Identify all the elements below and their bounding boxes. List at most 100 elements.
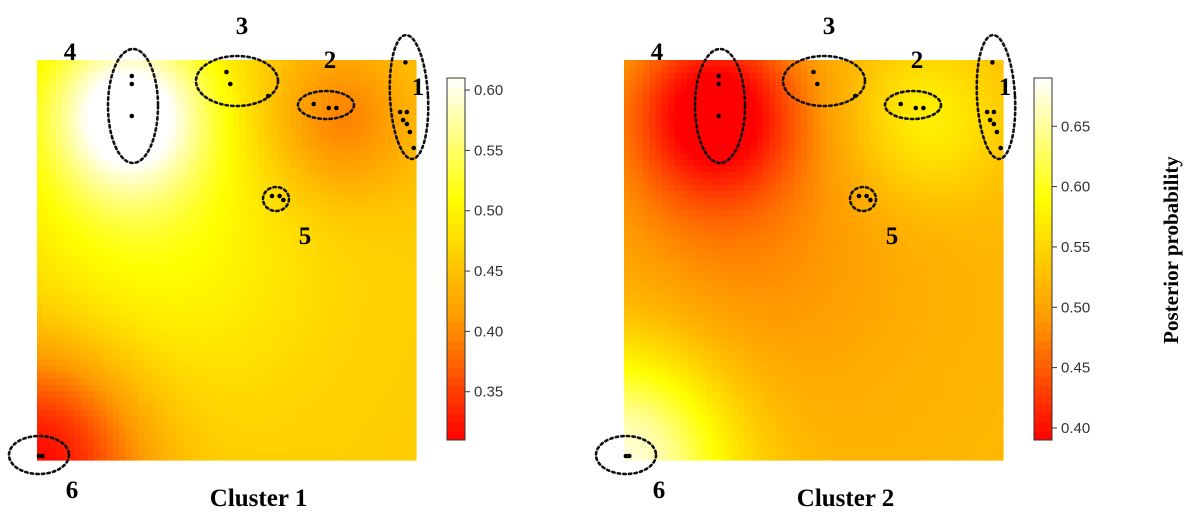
heatmap-cell: [258, 247, 265, 255]
heatmap-cell: [144, 372, 152, 380]
heatmap-cell: [100, 160, 108, 167]
heatmap-cell: [62, 172, 70, 180]
heatmap-cell: [277, 397, 284, 405]
heatmap-cell: [194, 391, 202, 399]
heatmap-cell: [333, 316, 341, 324]
heatmap-cell: [182, 353, 190, 361]
heatmap-cell: [245, 91, 253, 99]
colorbar-step: [447, 204, 465, 215]
heatmap-cell: [378, 447, 386, 455]
heatmap-cell: [37, 66, 44, 74]
heatmap-cell: [649, 116, 657, 124]
heatmap-cell: [870, 60, 878, 67]
heatmap-cell: [37, 185, 44, 192]
heatmap-cell: [283, 341, 291, 349]
heatmap-cell: [314, 135, 322, 142]
heatmap-cell: [289, 428, 297, 436]
heatmap-cell: [245, 110, 253, 117]
heatmap-cell: [699, 135, 707, 142]
heatmap-cell: [232, 222, 240, 230]
heatmap-cell: [81, 310, 89, 317]
heatmap-cell: [901, 66, 909, 74]
heatmap-cell: [125, 447, 133, 455]
heatmap-cell: [901, 147, 909, 155]
heatmap-cell: [220, 166, 228, 174]
heatmap-cell: [62, 247, 70, 255]
heatmap-cell: [175, 428, 183, 436]
heatmap-cell: [378, 60, 386, 67]
heatmap-cell: [378, 353, 386, 361]
heatmap-cell: [718, 135, 726, 142]
heatmap-cell: [277, 116, 284, 124]
heatmap-cell: [245, 72, 253, 80]
heatmap-cell: [239, 372, 247, 380]
heatmap-cell: [990, 147, 998, 155]
heatmap-cell: [251, 316, 259, 324]
heatmap-cell: [674, 103, 682, 111]
heatmap-cell: [308, 185, 316, 192]
heatmap-cell: [264, 335, 272, 342]
heatmap-cell: [213, 272, 221, 280]
heatmap-cell: [232, 385, 240, 392]
heatmap-cell: [220, 191, 228, 199]
heatmap-cell: [125, 291, 133, 299]
heatmap-cell: [150, 391, 158, 399]
heatmap-cell: [346, 378, 354, 386]
heatmap-cell: [150, 272, 158, 280]
heatmap-cell: [851, 166, 859, 174]
heatmap-cell: [371, 316, 379, 324]
heatmap-cell: [365, 110, 373, 117]
heatmap-cell: [119, 160, 127, 167]
heatmap-cell: [384, 60, 392, 67]
heatmap-cell: [371, 203, 379, 211]
heatmap-cell: [384, 297, 392, 305]
heatmap-cell: [308, 447, 316, 455]
heatmap-cell: [289, 85, 297, 92]
heatmap-cell: [409, 303, 417, 311]
heatmap-cell: [188, 185, 196, 192]
heatmap-cell: [718, 60, 726, 67]
colorbar-step: [447, 249, 465, 260]
heatmap-cell: [283, 316, 291, 324]
heatmap-cell: [340, 160, 348, 167]
heatmap-cell: [277, 328, 284, 336]
heatmap-cell: [106, 416, 114, 424]
heatmap-cell: [384, 360, 392, 367]
heatmap-cell: [718, 97, 726, 105]
heatmap-cell: [163, 278, 171, 286]
heatmap-cell: [175, 303, 183, 311]
heatmap-cell: [188, 278, 196, 286]
heatmap-cell: [302, 135, 310, 142]
heatmap-cell: [245, 366, 253, 374]
heatmap-cell: [952, 122, 960, 130]
heatmap-cell: [119, 78, 127, 86]
heatmap-cell: [295, 322, 303, 330]
heatmap-cell: [226, 135, 234, 142]
heatmap-cell: [769, 60, 777, 67]
heatmap-cell: [403, 253, 411, 261]
heatmap-cell: [876, 147, 884, 155]
heatmap-cell: [958, 91, 966, 99]
heatmap-cell: [769, 147, 777, 155]
heatmap-cell: [788, 160, 796, 167]
heatmap-cell: [308, 428, 316, 436]
heatmap-cell: [649, 141, 657, 149]
heatmap-cell: [112, 353, 120, 361]
heatmap-cell: [93, 310, 101, 317]
heatmap-cell: [864, 122, 871, 130]
heatmap-cell: [378, 378, 386, 386]
heatmap-cell: [232, 135, 240, 142]
heatmap-cell: [43, 241, 51, 249]
heatmap-cell: [340, 166, 348, 174]
heatmap-cell: [851, 72, 859, 80]
heatmap-cell: [232, 366, 240, 374]
cluster-point: [129, 113, 135, 119]
heatmap-cell: [93, 122, 101, 130]
heatmap-cell: [182, 222, 190, 230]
heatmap-cell: [239, 172, 247, 180]
heatmap-cell: [144, 97, 152, 105]
heatmap-cell: [157, 197, 164, 205]
heatmap-cell: [277, 135, 284, 142]
heatmap-cell: [668, 91, 676, 99]
heatmap-cell: [188, 447, 196, 455]
